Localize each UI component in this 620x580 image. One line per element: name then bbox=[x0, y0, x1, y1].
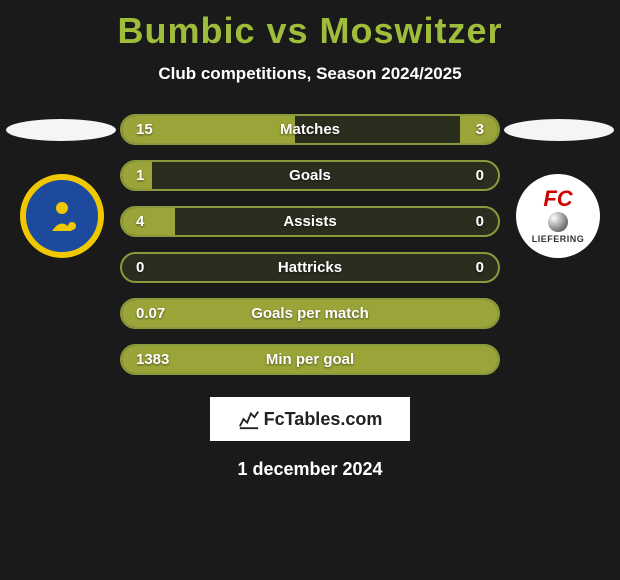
comparison-content: FC LIEFERING 15Matches31Goals04Assists00… bbox=[0, 114, 620, 375]
stat-value-left: 4 bbox=[136, 213, 144, 230]
player-silhouette-icon bbox=[42, 196, 82, 236]
stat-value-left: 1383 bbox=[136, 351, 169, 368]
stat-bar: 0.07 Goals per match bbox=[120, 298, 500, 329]
stat-value-right: 0 bbox=[476, 259, 484, 276]
brand-text: FcTables.com bbox=[264, 409, 383, 430]
stat-label: Hattricks bbox=[278, 259, 342, 276]
stat-value-left: 0.07 bbox=[136, 305, 165, 322]
stat-label: Goals per match bbox=[251, 305, 369, 322]
stat-label: Matches bbox=[280, 121, 340, 138]
stats-list: 15 Matches 3 1 Goals 0 4 Assists 0 0 Hattricks 0 0.0… bbox=[120, 114, 500, 375]
stat-value-right: 0 bbox=[476, 213, 484, 230]
brand-badge: FcTables.com bbox=[210, 397, 410, 441]
stat-label: Assists bbox=[283, 213, 336, 230]
page-title: Bumbic vs Moswitzer bbox=[0, 0, 620, 52]
ellipse-left bbox=[6, 119, 116, 141]
logo-right-name: LIEFERING bbox=[532, 234, 585, 244]
stat-value-left: 1 bbox=[136, 167, 144, 184]
stat-fill-left bbox=[122, 208, 175, 235]
stat-value-right: 0 bbox=[476, 167, 484, 184]
stat-value-left: 0 bbox=[136, 259, 144, 276]
stat-bar: 4 Assists 0 bbox=[120, 206, 500, 237]
stat-label: Goals bbox=[289, 167, 331, 184]
subtitle: Club competitions, Season 2024/2025 bbox=[0, 64, 620, 84]
stat-value-right: 3 bbox=[476, 121, 484, 138]
soccer-ball-icon bbox=[548, 212, 568, 232]
stat-label: Min per goal bbox=[266, 351, 354, 368]
club-logo-left bbox=[20, 174, 104, 258]
stat-bar: 1 Goals 0 bbox=[120, 160, 500, 191]
stat-value-left: 15 bbox=[136, 121, 153, 138]
logo-right-fc: FC bbox=[543, 188, 572, 210]
stat-bar: 15 Matches 3 bbox=[120, 114, 500, 145]
ellipse-right bbox=[504, 119, 614, 141]
date-label: 1 december 2024 bbox=[0, 459, 620, 480]
stat-bar: 0 Hattricks 0 bbox=[120, 252, 500, 283]
chart-icon bbox=[238, 408, 260, 430]
stat-bar: 1383 Min per goal bbox=[120, 344, 500, 375]
club-logo-right: FC LIEFERING bbox=[516, 174, 600, 258]
